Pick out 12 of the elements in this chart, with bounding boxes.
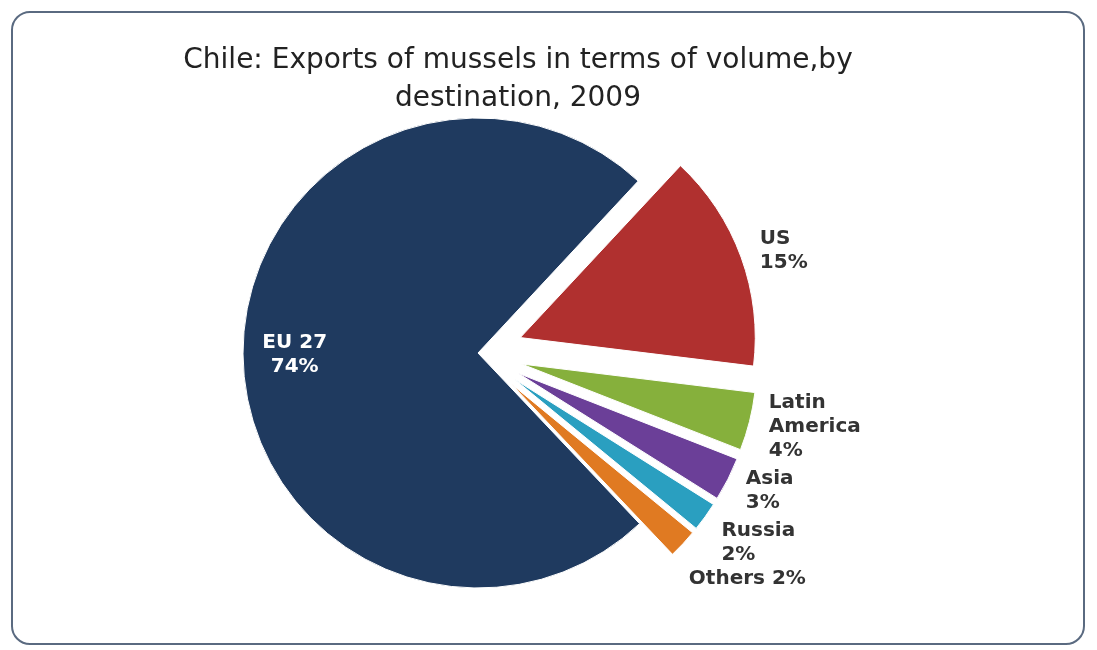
data-label: 74% (270, 352, 319, 377)
slice-label: Latin America (768, 388, 861, 437)
slice-label: Others 2% (688, 564, 806, 589)
slice-label: US (759, 224, 791, 249)
data-label: 2% (721, 540, 756, 565)
data-label: 15% (759, 248, 808, 273)
slice-label: Asia (745, 464, 794, 489)
data-label: 4% (768, 436, 803, 461)
data-label: 3% (745, 488, 780, 513)
slice-label: Russia (721, 516, 796, 541)
chart-title: Chile: Exports of mussels in terms of volume,by destination, 2009 (183, 42, 853, 113)
slice-label: EU 27 (262, 328, 328, 353)
